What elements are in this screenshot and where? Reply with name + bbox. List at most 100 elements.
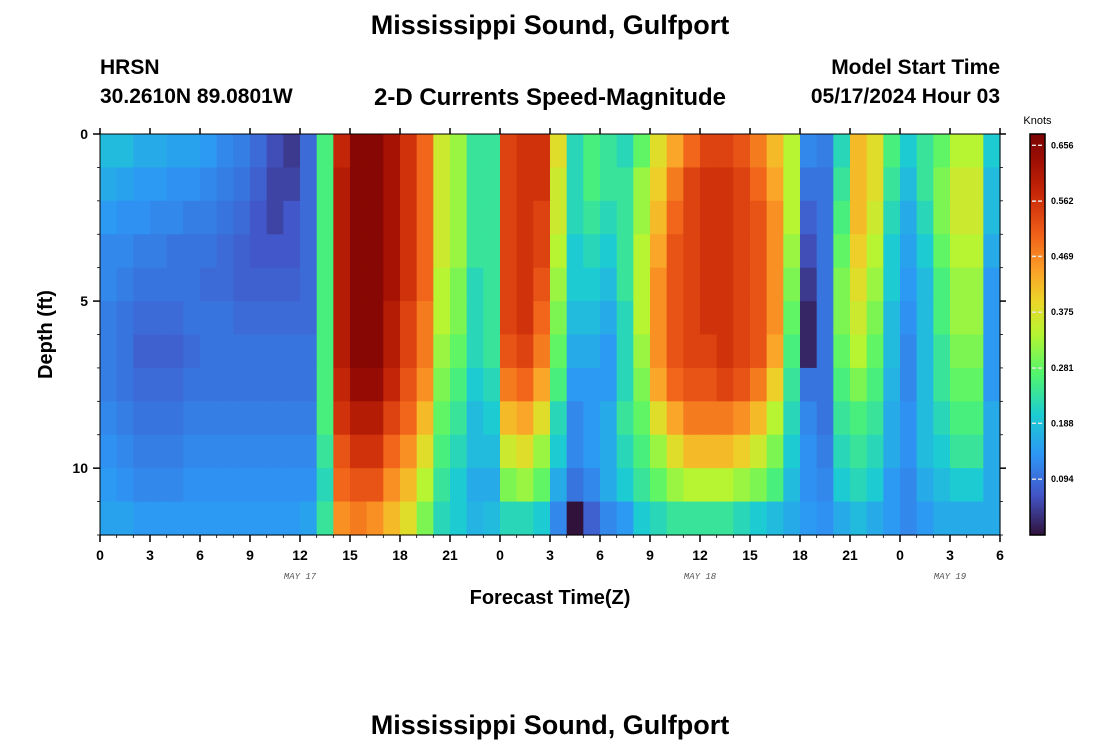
heatmap-cell [316,367,334,402]
heatmap-cell [266,434,284,469]
heatmap-cell [733,134,751,169]
y-tick-label: 0 [80,126,88,142]
heatmap-cell [700,434,718,469]
heatmap-cell [750,200,768,235]
heatmap-cell [716,334,734,369]
heatmap-cell [200,234,218,269]
heatmap-cell [183,501,201,536]
heatmap-cell [683,167,701,202]
heatmap-cell [133,301,151,336]
heatmap-cell [283,234,301,269]
heatmap-cell [683,234,701,269]
heatmap-cell [966,134,984,169]
heatmap-cell [950,234,968,269]
heatmap-cell [550,200,568,235]
heatmap-cell [283,200,301,235]
heatmap-cell [533,501,551,536]
heatmap-cell [700,167,718,202]
heatmap-cell [800,334,818,369]
heatmap-cell [150,334,168,369]
heatmap-cell [250,434,268,469]
heatmap-cell [550,501,568,536]
heatmap-cell [150,200,168,235]
heatmap-cell [300,367,318,402]
heatmap-cell [733,468,751,503]
heatmap-cell [766,234,784,269]
heatmap-cell [783,468,801,503]
heatmap-cell [683,501,701,536]
heatmap-cell [350,134,368,169]
heatmap-cell [100,234,118,269]
heatmap-cell [650,334,668,369]
heatmap-cell [783,334,801,369]
heatmap-cell [750,468,768,503]
heatmap-cell [833,367,851,402]
heatmap-cell [416,267,434,302]
heatmap-cell [883,301,901,336]
heatmap-cell [716,167,734,202]
y-tick-label: 5 [80,293,88,309]
heatmap-cell [816,200,834,235]
heatmap-cell [483,134,501,169]
heatmap-cell [550,267,568,302]
heatmap-cell [566,334,584,369]
heatmap-cell [300,167,318,202]
heatmap-cell [583,367,601,402]
heatmap-cell [366,167,384,202]
heatmap-cell [566,434,584,469]
heatmap-cell [550,468,568,503]
heatmap-cell [266,501,284,536]
heatmap-cell [983,234,1001,269]
heatmap-cell [283,167,301,202]
heatmap-cell [750,301,768,336]
next-chart-title: Mississippi Sound, Gulfport [370,710,730,740]
heatmap-cell [183,200,201,235]
x-tick-label: 6 [996,547,1004,563]
heatmap-cell [350,334,368,369]
heatmap-cell [433,468,451,503]
heatmap-cell [883,234,901,269]
heatmap-cell [683,200,701,235]
heatmap-cell [250,301,268,336]
heatmap-cell [916,301,934,336]
heatmap-chart: 0 3 6 9 12 15 18 21 0 3 6 9 12 15 18 21 0 3 6 MAY 17 MAY 18 M… [35,115,1074,609]
heatmap-cell [950,301,968,336]
heatmap-cell [500,501,518,536]
heatmap-cell [200,468,218,503]
heatmap-cell [900,434,918,469]
heatmap-cell [166,334,184,369]
heatmap-cell [150,234,168,269]
colorbar-tick-label: 0.094 [1051,474,1074,484]
heatmap-cell [583,334,601,369]
heatmap-cell [183,301,201,336]
heatmap-cell [883,334,901,369]
heatmap-cell [433,401,451,436]
heatmap-cell [450,468,468,503]
heatmap-cell [333,501,351,536]
heatmap-cell [716,134,734,169]
heatmap-cell [233,167,251,202]
heatmap-cell [750,134,768,169]
heatmap-cell [416,334,434,369]
heatmap-cell [200,134,218,169]
heatmap-cell [466,434,484,469]
heatmap-cell [816,167,834,202]
heatmap-cell [700,334,718,369]
x-tick-label: 18 [392,547,408,563]
heatmap-cell [766,501,784,536]
heatmap-cell [550,134,568,169]
heatmap-cell [316,267,334,302]
heatmap-cell [700,367,718,402]
heatmap-cell [733,501,751,536]
heatmap-cell [533,134,551,169]
heatmap-cell [483,200,501,235]
heatmap-cell [366,200,384,235]
x-tick-label: 9 [246,547,254,563]
heatmap-cell [983,401,1001,436]
heatmap-cell [283,334,301,369]
heatmap-cell [166,401,184,436]
heatmap-cell [616,167,634,202]
heatmap-cell [833,334,851,369]
heatmap-cell [833,501,851,536]
heatmap-cell [500,134,518,169]
